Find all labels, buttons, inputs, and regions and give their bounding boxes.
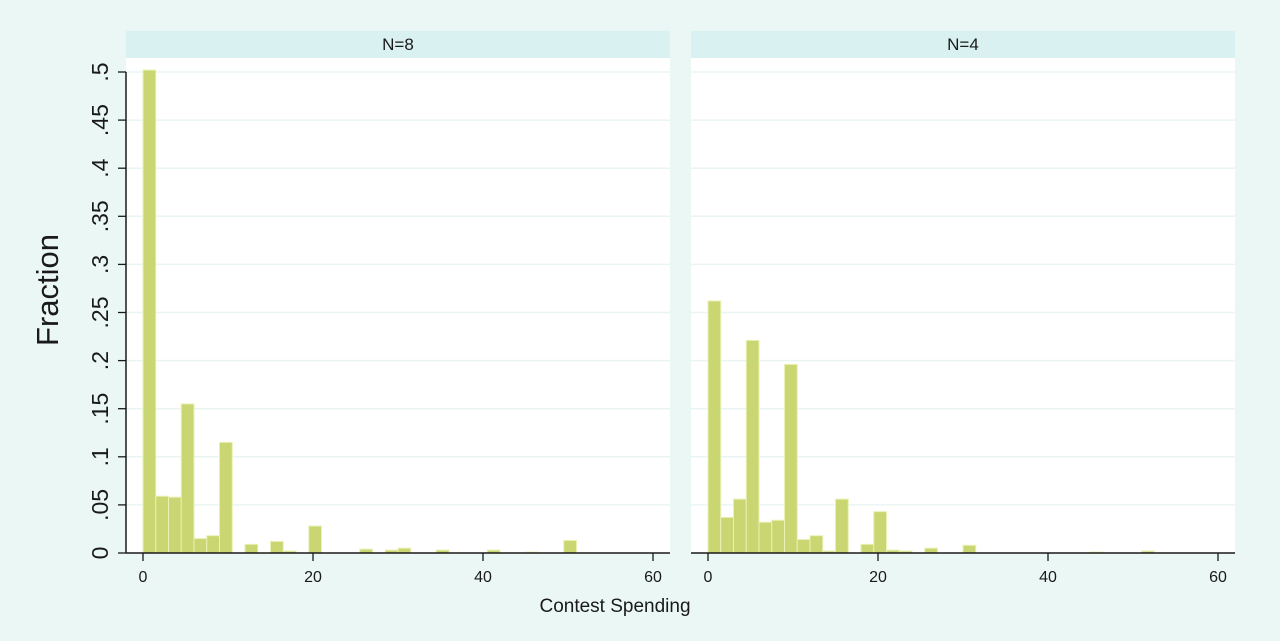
histogram-bar <box>962 544 977 554</box>
x-axis-label: Contest Spending <box>539 596 690 617</box>
histogram-bar <box>168 496 182 554</box>
y-tick-label: .05 <box>87 489 113 521</box>
y-tick-label: .35 <box>87 200 113 232</box>
x-tick-label: 40 <box>474 569 492 586</box>
plot-area <box>691 58 1235 553</box>
histogram-bar <box>720 516 734 554</box>
y-tick-label: .45 <box>87 104 113 136</box>
plot-area <box>126 58 670 553</box>
histogram-bar <box>745 339 760 554</box>
x-tick-label: 60 <box>1209 569 1227 586</box>
histogram-bar <box>784 363 798 554</box>
y-tick-label: 0 <box>87 547 113 560</box>
histogram-bar <box>244 543 259 554</box>
y-axis-label: Fraction <box>30 234 65 346</box>
histogram-bar <box>707 300 722 554</box>
facet-strip <box>691 31 1235 58</box>
panel-1: N=8 0 20 40 60 <box>126 31 670 586</box>
y-tick-label: .15 <box>87 393 113 425</box>
histogram-bar <box>860 543 875 554</box>
x-tick-label: 0 <box>704 569 713 586</box>
histogram-bar <box>835 498 849 554</box>
histogram-bar <box>771 519 785 554</box>
y-tick-label: .3 <box>87 255 113 274</box>
histogram-bar <box>155 495 169 554</box>
panel-2: N=4 0 20 40 60 <box>691 31 1235 586</box>
x-tick-label: 60 <box>644 569 662 586</box>
y-tick-label: .25 <box>87 297 113 329</box>
histogram-bar <box>308 525 322 554</box>
y-tick-label: .1 <box>87 447 113 466</box>
histogram-bar <box>219 441 233 554</box>
histogram-bar <box>270 540 284 554</box>
x-tick-label: 0 <box>139 569 148 586</box>
y-tick-label: .4 <box>87 158 113 177</box>
facet-title: N=8 <box>382 35 414 54</box>
histogram-bar <box>809 535 824 554</box>
histogram-bar <box>563 539 577 554</box>
histogram-bar <box>206 535 220 554</box>
y-tick-label: .2 <box>87 351 113 370</box>
y-tick-label: .5 <box>87 62 113 81</box>
facet-title: N=4 <box>947 35 979 54</box>
histogram-bar <box>758 521 773 554</box>
x-tick-label: 40 <box>1039 569 1057 586</box>
histogram-bar <box>142 69 157 554</box>
facet-strip <box>126 31 670 58</box>
x-tick-label: 20 <box>304 569 322 586</box>
x-tick-label: 20 <box>869 569 887 586</box>
histogram-bar <box>733 498 747 554</box>
histogram-bar <box>180 403 195 554</box>
histogram-bar <box>796 539 811 554</box>
histogram-bar <box>193 538 208 554</box>
histogram-bar <box>873 511 887 554</box>
